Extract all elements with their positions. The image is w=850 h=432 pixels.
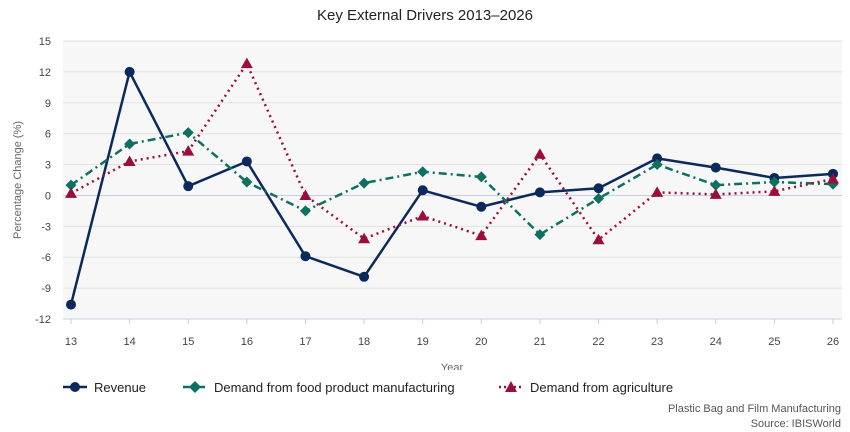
data-point[interactable] bbox=[475, 171, 487, 183]
data-point[interactable] bbox=[182, 145, 195, 156]
data-point[interactable] bbox=[651, 186, 664, 197]
x-tick-label: 17 bbox=[299, 336, 311, 348]
x-tick-label: 16 bbox=[241, 336, 253, 348]
footer-industry: Plastic Bag and Film Manufacturing bbox=[667, 403, 841, 415]
legend-item-agriculture[interactable]: Demand from agriculture bbox=[498, 377, 698, 397]
data-point[interactable] bbox=[476, 201, 487, 212]
data-point[interactable] bbox=[768, 185, 781, 196]
legend-marker-diamond-icon bbox=[183, 381, 207, 393]
data-point[interactable] bbox=[534, 229, 546, 241]
y-axis: 15 12 9 6 3 0 -3 -6 -9 -12 bbox=[35, 36, 51, 326]
legend-label: Demand from food product manufacturing bbox=[214, 379, 455, 395]
data-point[interactable] bbox=[300, 251, 311, 262]
data-point[interactable] bbox=[710, 179, 722, 191]
series-0 bbox=[66, 66, 838, 310]
chart-title: Key External Drivers 2013–2026 bbox=[317, 7, 533, 24]
data-point[interactable] bbox=[124, 138, 136, 150]
data-point[interactable] bbox=[593, 183, 604, 194]
x-axis-label: Year bbox=[441, 362, 464, 370]
y-tick-label: 9 bbox=[45, 98, 51, 110]
x-tick-label: 18 bbox=[358, 336, 370, 348]
legend-label: Demand from agriculture bbox=[530, 379, 674, 395]
x-tick-label: 19 bbox=[417, 336, 429, 348]
data-point[interactable] bbox=[651, 159, 663, 171]
y-tick-label: -6 bbox=[41, 252, 51, 264]
y-tick-label: -3 bbox=[41, 221, 51, 233]
footer-source: Source: IBISWorld bbox=[750, 418, 841, 430]
x-tick-label: 23 bbox=[651, 336, 663, 348]
series-layer bbox=[65, 57, 839, 310]
data-point[interactable] bbox=[592, 233, 605, 245]
data-point[interactable] bbox=[359, 271, 370, 282]
footer: Plastic Bag and Film Manufacturing Sourc… bbox=[668, 402, 841, 432]
data-point[interactable] bbox=[183, 181, 194, 192]
y-tick-label: 12 bbox=[39, 67, 51, 79]
x-tick-label: 13 bbox=[65, 336, 77, 348]
data-point[interactable] bbox=[182, 127, 194, 139]
x-tick-label: 21 bbox=[534, 336, 546, 348]
x-tick-label: 25 bbox=[768, 336, 780, 348]
y-axis-label: Percentage Change (%) bbox=[12, 121, 24, 239]
data-point[interactable] bbox=[241, 176, 253, 188]
y-tick-label: 0 bbox=[45, 190, 51, 202]
data-point[interactable] bbox=[123, 155, 136, 166]
legend-label: Revenue bbox=[94, 379, 147, 395]
y-tick-label: 15 bbox=[39, 36, 51, 48]
data-point[interactable] bbox=[533, 148, 546, 159]
series-line bbox=[70, 131, 834, 236]
series-line bbox=[70, 62, 834, 241]
x-tick-label: 26 bbox=[827, 336, 839, 348]
series-2 bbox=[65, 57, 839, 245]
data-point[interactable] bbox=[710, 162, 721, 173]
data-point[interactable] bbox=[124, 66, 135, 77]
data-point[interactable] bbox=[299, 205, 311, 217]
series-line bbox=[69, 70, 834, 305]
x-tick-label: 15 bbox=[182, 336, 194, 348]
x-tick-label: 24 bbox=[710, 336, 722, 348]
data-point[interactable] bbox=[768, 176, 780, 188]
data-point[interactable] bbox=[66, 299, 76, 310]
data-point[interactable] bbox=[475, 229, 488, 241]
data-point[interactable] bbox=[65, 187, 77, 198]
x-axis: 13 14 15 16 17 18 19 20 21 22 23 24 25 26 bbox=[63, 318, 842, 348]
data-point[interactable] bbox=[827, 172, 839, 184]
data-point[interactable] bbox=[416, 210, 429, 221]
data-point[interactable] bbox=[65, 179, 77, 191]
line-chart: Key External Drivers 2013–2026 15 12 9 6 3 0 -… bbox=[12, 7, 842, 374]
legend-marker-triangle-icon bbox=[499, 381, 523, 392]
data-point[interactable] bbox=[299, 189, 312, 200]
y-tick-label: -9 bbox=[41, 283, 51, 295]
legend-item-revenue[interactable]: Revenue bbox=[62, 377, 182, 397]
data-point[interactable] bbox=[240, 57, 253, 69]
plot-background bbox=[63, 41, 842, 319]
data-point[interactable] bbox=[358, 177, 370, 189]
data-point[interactable] bbox=[593, 193, 605, 205]
data-point[interactable] bbox=[534, 187, 545, 198]
legend-marker-circle-icon bbox=[63, 382, 87, 392]
x-tick-label: 20 bbox=[475, 336, 487, 348]
data-point[interactable] bbox=[709, 188, 722, 199]
legend-item-food-manufacturing[interactable]: Demand from food product manufacturing bbox=[182, 377, 498, 397]
y-tick-label: 3 bbox=[45, 160, 51, 172]
data-point[interactable] bbox=[417, 166, 429, 178]
x-tick-label: 14 bbox=[123, 336, 135, 348]
legend: Revenue Demand from food product manufac… bbox=[62, 377, 698, 397]
data-point[interactable] bbox=[417, 185, 428, 196]
x-tick-label: 22 bbox=[592, 336, 604, 348]
y-tick-label: -12 bbox=[35, 314, 51, 326]
data-point[interactable] bbox=[652, 153, 663, 164]
y-tick-label: 6 bbox=[45, 129, 51, 141]
data-point[interactable] bbox=[358, 232, 371, 244]
data-point[interactable] bbox=[241, 156, 252, 167]
